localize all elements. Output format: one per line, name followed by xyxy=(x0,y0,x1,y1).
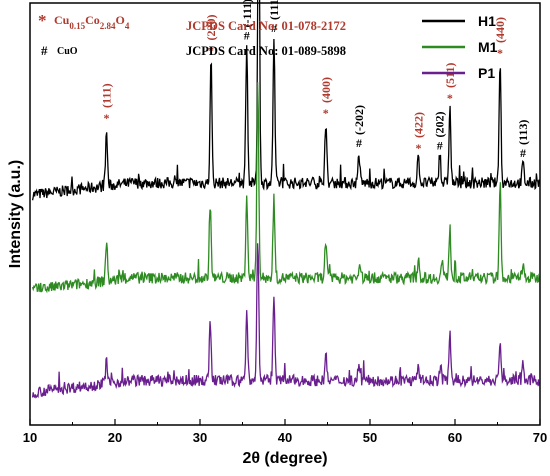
x-axis-ticks: 10 20 30 40 50 60 70 xyxy=(23,419,547,445)
series-layer xyxy=(31,0,540,399)
peak-label: (422) xyxy=(411,112,425,138)
series-line-p1 xyxy=(31,243,540,399)
x-tick-label: 10 xyxy=(23,430,37,445)
peak-annotations: *(111)*(220)#(-111)*(311)#(111)*(400)#(-… xyxy=(100,0,531,160)
cuo-key-marker: # xyxy=(41,43,48,58)
x-tick-label: 70 xyxy=(533,430,547,445)
peak-label: (-111) xyxy=(240,0,254,28)
x-tick-label: 20 xyxy=(108,430,122,445)
legend: H1 M1 P1 xyxy=(422,13,498,81)
peak-marker: * xyxy=(497,46,503,60)
peak-marker: # xyxy=(520,146,526,160)
spinel-card-number: JCPDS Card No: 01-078-2172 xyxy=(186,19,346,33)
series-line-m1 xyxy=(31,82,540,294)
phase-key: * Cu0.15Co2.84O4 # CuO JCPDS Card No: 01… xyxy=(38,11,346,58)
x-tick-label: 40 xyxy=(278,430,292,445)
peak-marker: * xyxy=(447,91,453,105)
peak-label: (111) xyxy=(267,0,281,20)
peak-marker: # xyxy=(437,139,443,153)
y-axis-title: Intensity (a.u.) xyxy=(7,160,24,268)
spinel-key-marker: * xyxy=(38,11,47,30)
peak-label: (400) xyxy=(319,77,333,103)
legend-label-p1: P1 xyxy=(478,65,495,81)
peak-label: (220) xyxy=(204,15,218,41)
x-axis-title: 2θ (degree) xyxy=(242,450,327,467)
legend-label-m1: M1 xyxy=(478,39,498,55)
peak-marker: * xyxy=(415,141,421,155)
peak-marker: # xyxy=(356,136,362,150)
peak-marker: * xyxy=(104,111,110,125)
cuo-card-number: JCPDS Card No: 01-089-5898 xyxy=(186,44,346,58)
spinel-key-formula: Cu0.15Co2.84O4 xyxy=(54,13,130,31)
peak-marker: # xyxy=(244,29,250,43)
series-line-h1 xyxy=(31,0,540,201)
peak-label: (-202) xyxy=(352,105,366,135)
peak-marker: * xyxy=(323,106,329,120)
x-tick-label: 30 xyxy=(193,430,207,445)
peak-marker: # xyxy=(271,21,277,35)
x-tick-label: 60 xyxy=(448,430,462,445)
peak-label: (440) xyxy=(493,17,507,43)
peak-label: (511) xyxy=(443,63,457,88)
peak-label: (111) xyxy=(100,83,114,108)
peak-marker: * xyxy=(208,44,214,58)
cuo-key-phase: CuO xyxy=(57,46,78,57)
legend-label-h1: H1 xyxy=(478,13,496,29)
peak-label: (113) xyxy=(516,120,530,145)
x-tick-label: 50 xyxy=(363,430,377,445)
peak-label: (202) xyxy=(433,112,447,138)
